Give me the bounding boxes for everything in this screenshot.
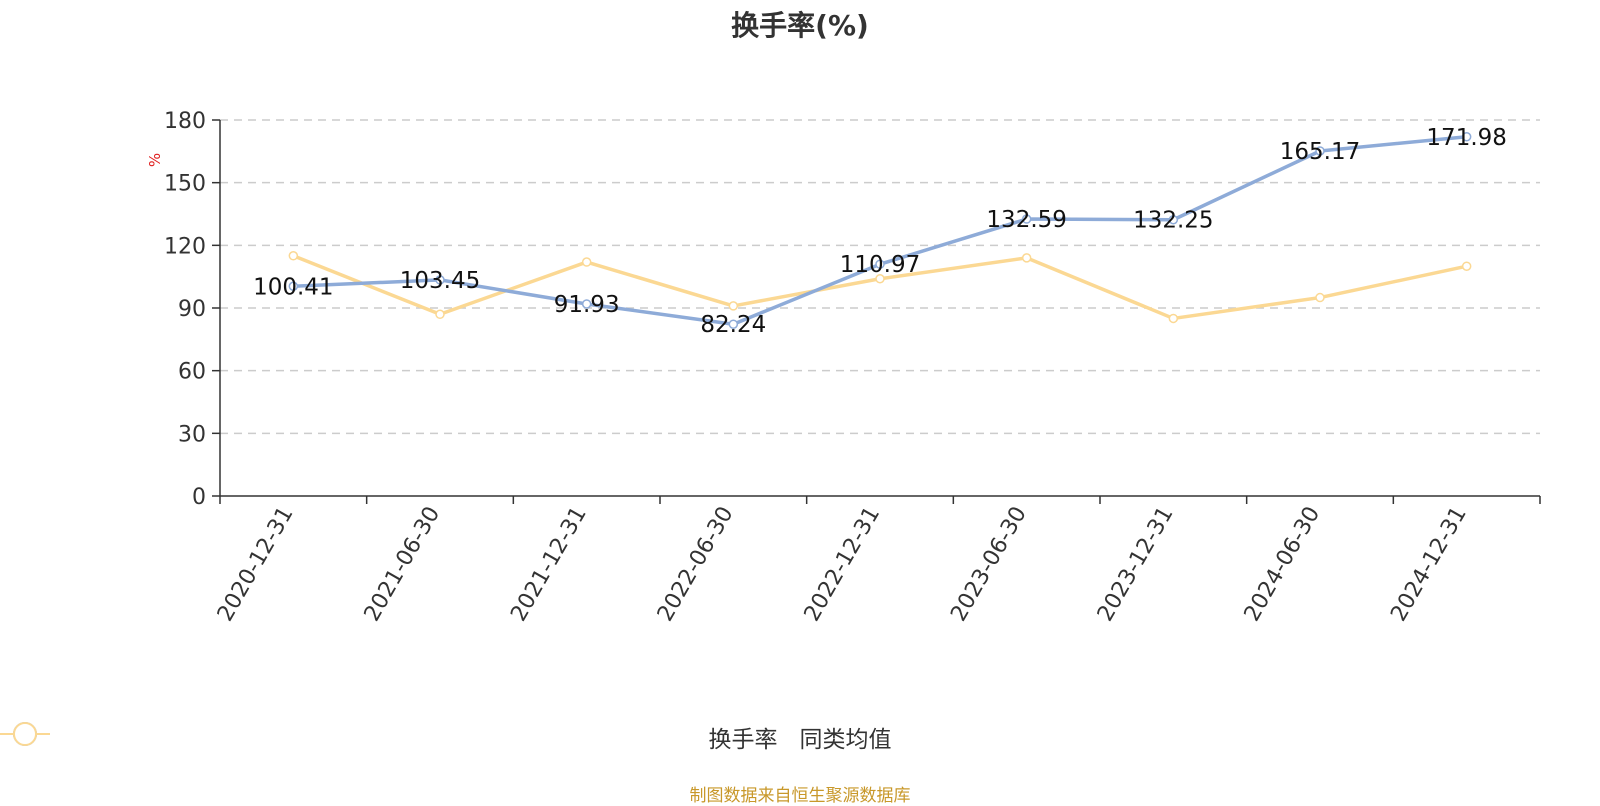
data-point[interactable] xyxy=(728,319,739,329)
gridlines xyxy=(220,119,1540,435)
x-tick-label: 2020-12-31 xyxy=(213,503,299,626)
data-point[interactable] xyxy=(1021,253,1032,263)
legend-label-peer-average: 同类均值 xyxy=(799,727,892,753)
x-tick-label: 2023-06-30 xyxy=(946,503,1032,626)
axes: 0 30 60 90 120 150 180 2020-12-31 2021-06-30 2021… xyxy=(164,109,1541,626)
data-point[interactable] xyxy=(581,257,592,267)
data-label: 82.24 xyxy=(700,312,766,338)
data-point[interactable] xyxy=(1168,313,1179,324)
legend-item-turnover[interactable]: 换手率 xyxy=(0,720,778,754)
y-tick-label: 180 xyxy=(164,109,206,134)
legend: 换手率 同类均值 xyxy=(0,720,1600,754)
data-point[interactable] xyxy=(1315,146,1325,156)
data-point[interactable] xyxy=(1021,214,1032,224)
y-axis-label: % xyxy=(146,153,164,167)
x-tick-label: 2022-12-31 xyxy=(800,503,886,626)
data-label: 132.59 xyxy=(986,207,1066,233)
data-label: 110.97 xyxy=(840,252,920,278)
y-tick-label: 120 xyxy=(164,234,206,259)
data-label: 132.25 xyxy=(1133,208,1213,234)
x-tick-label: 2024-12-31 xyxy=(1386,503,1472,626)
y-tick-label: 30 xyxy=(178,422,206,447)
y-tick-label: 60 xyxy=(178,360,206,385)
legend-item-peer-average[interactable]: 同类均值 xyxy=(0,720,892,754)
x-tick-label: 2021-06-30 xyxy=(360,503,446,626)
source-footer: 制图数据来自恒生聚源数据库 xyxy=(689,786,911,806)
x-tick-label: 2022-06-30 xyxy=(653,503,739,626)
data-label: 165.17 xyxy=(1280,139,1360,165)
data-point[interactable] xyxy=(875,259,885,269)
series xyxy=(288,132,1472,329)
data-point[interactable] xyxy=(728,301,739,311)
data-point[interactable] xyxy=(288,281,299,292)
data-labels: 100.41 103.45 91.93 82.24 110.97 132.59 132.25… xyxy=(253,125,1507,338)
data-point[interactable] xyxy=(435,309,445,320)
data-point[interactable] xyxy=(288,251,299,261)
x-tick-label: 2023-12-31 xyxy=(1093,503,1179,626)
line-chart: 0 30 60 90 120 150 180 2020-12-31 2021-06-30 2021… xyxy=(146,109,1541,626)
data-point[interactable] xyxy=(1168,214,1179,225)
data-point[interactable] xyxy=(875,274,885,284)
data-point[interactable] xyxy=(1461,261,1472,271)
chart-title: 换手率(%) xyxy=(731,9,869,42)
legend-label-turnover: 换手率 xyxy=(708,727,778,753)
y-tick-label: 90 xyxy=(178,297,206,322)
legend-line-circle-icon xyxy=(0,722,50,746)
data-label: 91.93 xyxy=(554,292,620,318)
y-tick-label: 150 xyxy=(164,172,206,197)
data-point[interactable] xyxy=(1315,292,1325,303)
x-tick-label: 2024-06-30 xyxy=(1240,503,1326,626)
data-label: 100.41 xyxy=(253,274,333,300)
y-tick-label: 0 xyxy=(192,485,206,510)
x-tick-label: 2021-12-31 xyxy=(506,503,592,626)
data-label: 103.45 xyxy=(400,268,480,294)
data-label: 171.98 xyxy=(1426,125,1506,151)
data-point[interactable] xyxy=(1461,132,1472,142)
data-point[interactable] xyxy=(581,299,592,309)
data-point[interactable] xyxy=(435,275,445,285)
